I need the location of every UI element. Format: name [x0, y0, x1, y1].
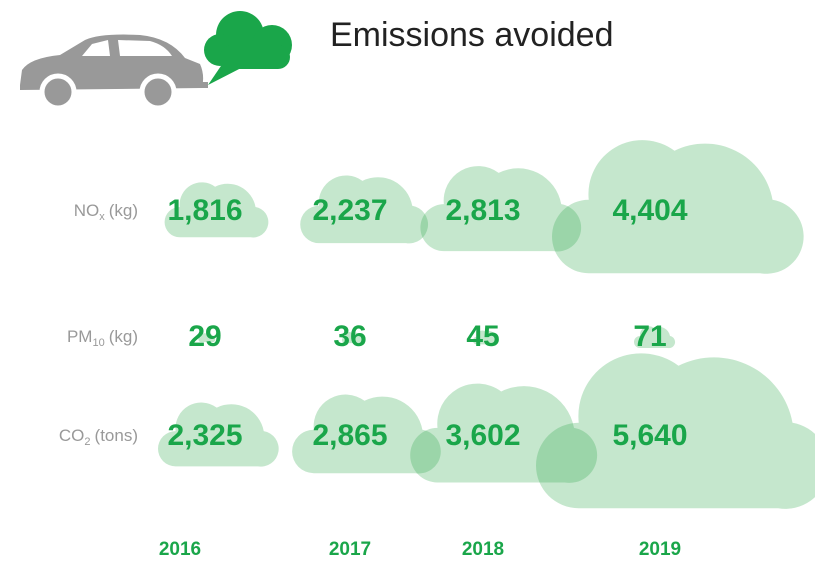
cloud — [158, 402, 279, 467]
cloud — [300, 175, 429, 244]
x-tick-label: 2019 — [639, 539, 681, 560]
cloud — [292, 394, 441, 474]
cloud — [420, 166, 582, 252]
row-label-base: PM — [67, 327, 93, 346]
x-tick-label: 2018 — [462, 539, 504, 560]
value-label: 36 — [333, 320, 366, 353]
clouds — [158, 140, 815, 509]
x-tick-label: 2017 — [329, 539, 371, 560]
row-label-base: CO — [59, 426, 85, 445]
value-label: 2,237 — [312, 194, 387, 227]
cloud — [552, 140, 804, 274]
x-tick-label: 2016 — [159, 539, 201, 560]
values: 1,816 2,237 2,813 4,404 29 36 45 71 2,325 2,865 3,… — [167, 194, 687, 452]
value-label: 45 — [466, 320, 499, 353]
row-label-sub: 10 — [92, 337, 104, 349]
cloud — [198, 333, 216, 343]
row-label: PM10 (kg) — [67, 327, 138, 348]
car-icon — [20, 34, 208, 111]
value-label: 29 — [188, 320, 221, 353]
cloud — [410, 383, 598, 483]
row-label-unit: (tons) — [95, 426, 138, 445]
value-label: 71 — [633, 320, 666, 353]
chart-title: Emissions avoided — [330, 16, 613, 54]
value-label: 2,813 — [445, 194, 520, 227]
cloud — [472, 330, 499, 345]
value-label: 4,404 — [612, 194, 687, 227]
row-label-sub: 2 — [84, 436, 90, 448]
value-label: 5,640 — [612, 419, 687, 452]
row-label-sub: x — [99, 211, 105, 223]
row-label-base: NO — [74, 201, 100, 220]
value-label: 2,325 — [167, 419, 242, 452]
exhaust-cloud-icon — [204, 11, 292, 85]
value-label: 2,865 — [312, 419, 387, 452]
value-label: 1,816 — [167, 194, 242, 227]
row-label: NOx (kg) — [74, 201, 138, 222]
row-label-unit: (kg) — [109, 201, 138, 220]
value-label: 3,602 — [445, 419, 520, 452]
cloud — [341, 332, 363, 344]
cloud — [634, 326, 676, 349]
row-label-unit: (kg) — [109, 327, 138, 346]
cloud — [536, 353, 815, 509]
row-label: CO2 (tons) — [59, 426, 138, 447]
cloud — [164, 182, 269, 238]
